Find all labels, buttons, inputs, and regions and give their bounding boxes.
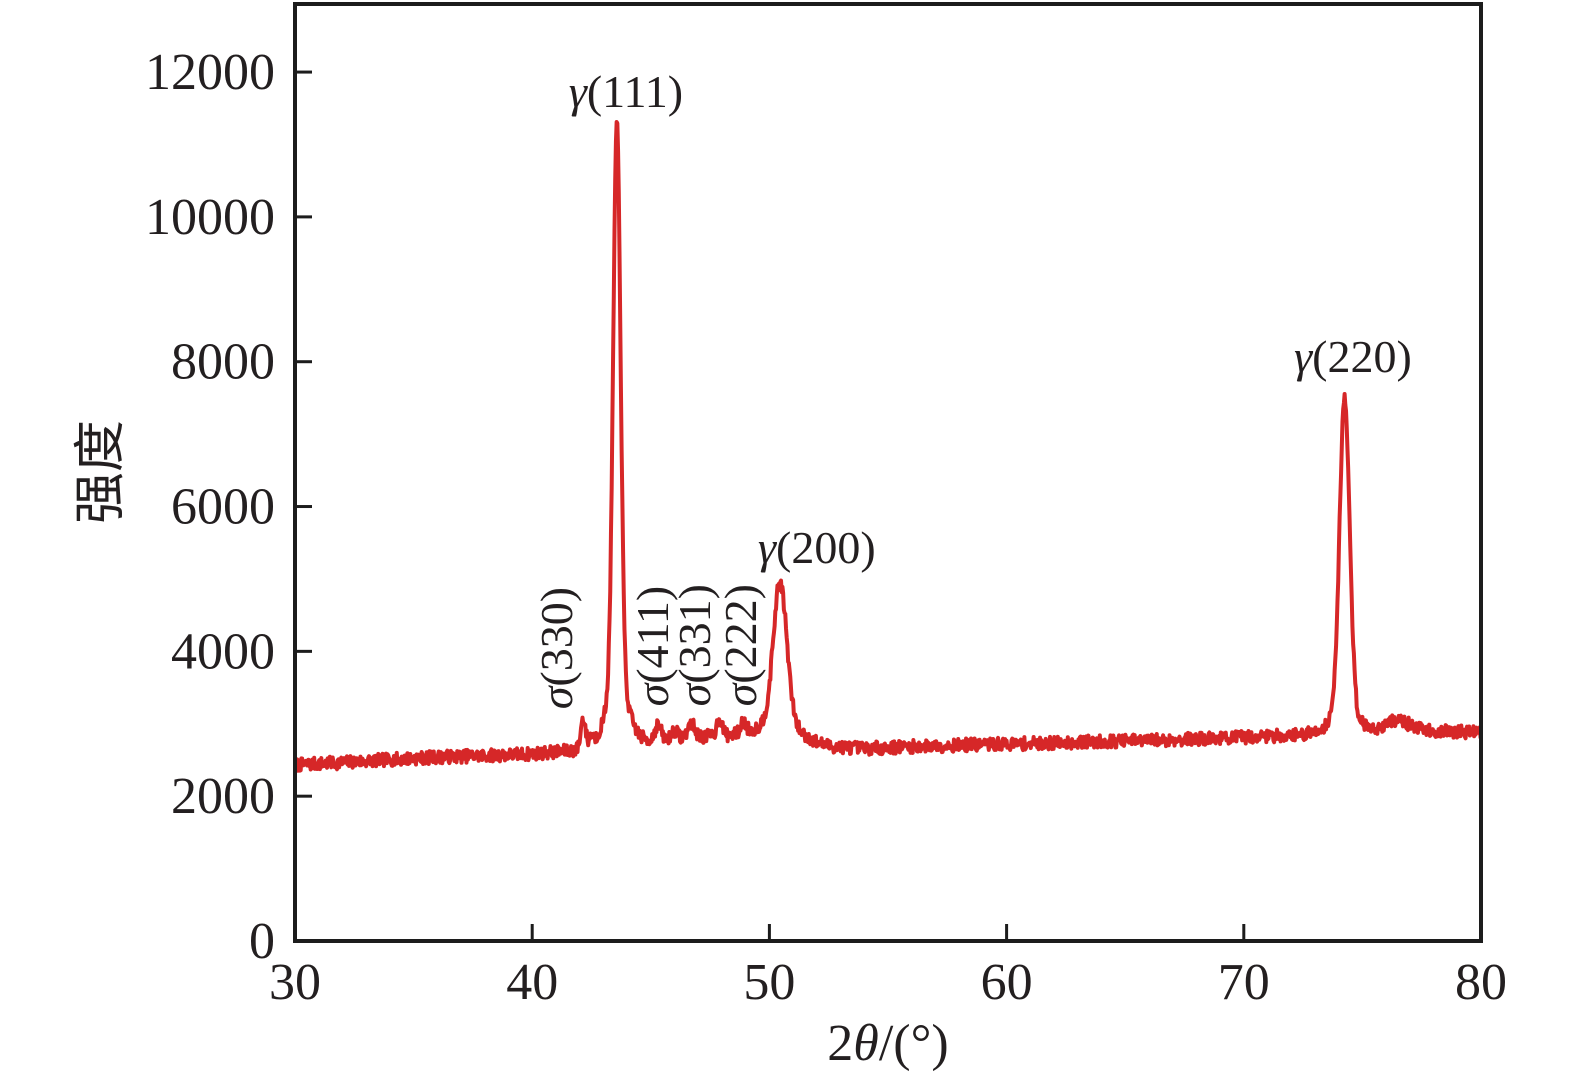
peak-label-sigma-411: σ(411) (627, 586, 678, 707)
y-tick-label-10000: 10000 (145, 189, 275, 246)
peak-annotations: γ(111) σ(330) σ(411)σ(331)σ(222) γ(200) γ(22… (531, 66, 1412, 709)
peak-label-gamma-200: γ(200) (758, 522, 876, 573)
axis-tick-labels: 30 40 50 60 70 80 0 2000 4000 6000 8000 10000 12000 (145, 44, 1507, 1011)
y-tick-label-4000: 4000 (171, 623, 275, 680)
y-tick-label-8000: 8000 (171, 334, 275, 391)
y-axis-title: 强度 (73, 420, 130, 524)
peak-label-sigma-330: σ(330) (531, 587, 582, 709)
x-axis-title: 2θ/(°) (827, 1015, 948, 1072)
x-tick-label-30: 30 (269, 954, 321, 1011)
xrd-trace-line (295, 119, 1481, 773)
axis-ticks (297, 70, 1246, 939)
x-tick-label-50: 50 (743, 954, 795, 1011)
plot-border (293, 2, 1483, 943)
y-tick-label-0: 0 (249, 913, 275, 970)
peak-label-gamma-220: γ(220) (1294, 331, 1412, 382)
peak-label-sigma-222: σ(222) (715, 584, 766, 706)
peak-label-sigma-331: σ(331) (669, 584, 720, 706)
peak-label-gamma-111: γ(111) (569, 66, 683, 117)
x-tick-label-70: 70 (1218, 954, 1270, 1011)
x-tick-label-80: 80 (1455, 954, 1507, 1011)
y-tick-label-6000: 6000 (171, 479, 275, 536)
y-tick-label-2000: 2000 (171, 768, 275, 825)
x-tick-label-60: 60 (981, 954, 1033, 1011)
x-tick-label-40: 40 (506, 954, 558, 1011)
y-tick-label-12000: 12000 (145, 44, 275, 101)
